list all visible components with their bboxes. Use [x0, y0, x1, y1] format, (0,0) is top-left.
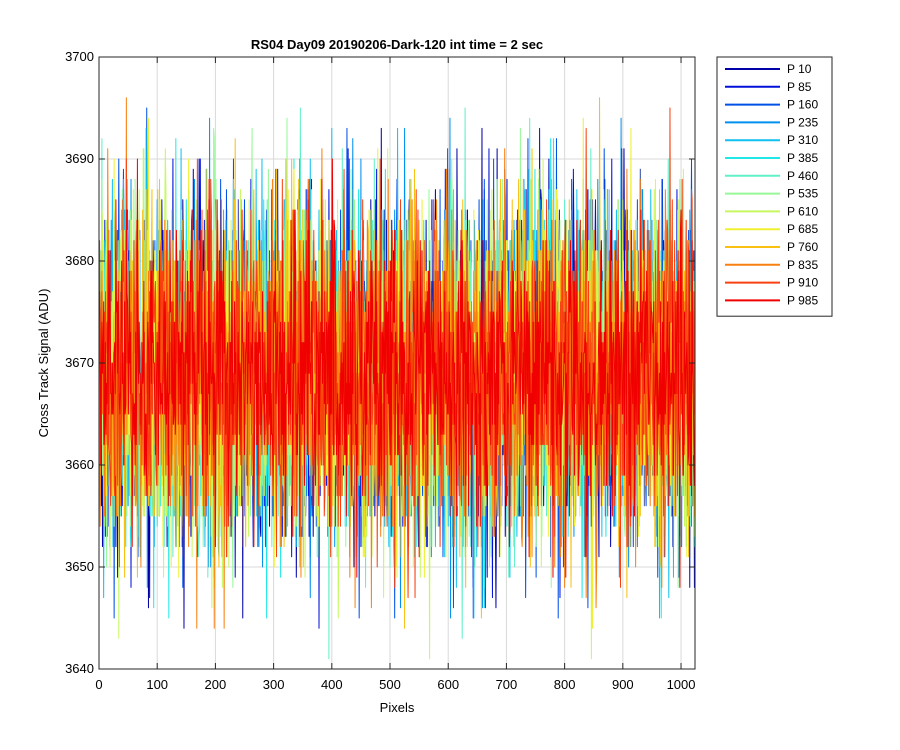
- legend-entry-label: P 535: [787, 187, 818, 201]
- x-tick-label: 900: [612, 677, 634, 692]
- legend-entry-label: P 10: [787, 62, 812, 76]
- y-tick-label: 3700: [65, 49, 94, 64]
- y-tick-label: 3640: [65, 661, 94, 676]
- y-tick-label: 3690: [65, 151, 94, 166]
- legend: P 10 P 85 P 160 P 235 P 310 P 385 P 460 P 535 P …: [716, 56, 833, 317]
- x-tick-label: 300: [263, 677, 285, 692]
- legend-entry-label: P 985: [787, 293, 818, 307]
- axis-ticks: 0 100 200 300 400 500 600 700 800 900 1000 3640 3650…: [65, 49, 695, 692]
- y-tick-label: 3650: [65, 559, 94, 574]
- legend-entry-label: P 760: [787, 240, 818, 254]
- series-layer: [99, 97, 695, 660]
- x-tick-label: 700: [496, 677, 518, 692]
- legend-entry-label: P 385: [787, 151, 818, 165]
- y-axis-label: Cross Track Signal (ADU): [36, 289, 51, 438]
- x-tick-label: 400: [321, 677, 343, 692]
- x-tick-label: 600: [437, 677, 459, 692]
- legend-entry-label: P 835: [787, 258, 818, 272]
- legend-box: [716, 56, 833, 317]
- legend-entry-label: P 160: [787, 98, 818, 112]
- series-line-p985: [99, 158, 695, 588]
- x-tick-label: 1000: [667, 677, 696, 692]
- x-tick-label: 500: [379, 677, 401, 692]
- y-tick-label: 3670: [65, 355, 94, 370]
- chart-title: RS04 Day09 20190206-Dark-120 int time = …: [251, 37, 543, 52]
- y-tick-label: 3660: [65, 457, 94, 472]
- y-tick-label: 3680: [65, 253, 94, 268]
- legend-entry-label: P 910: [787, 276, 818, 290]
- legend-entry-label: P 235: [787, 115, 818, 129]
- legend-entry-label: P 610: [787, 204, 818, 218]
- x-tick-label: 800: [554, 677, 576, 692]
- x-tick-label: 100: [146, 677, 168, 692]
- legend-entry-label: P 685: [787, 222, 818, 236]
- legend-entry-label: P 85: [787, 80, 812, 94]
- legend-entry-label: P 460: [787, 169, 818, 183]
- x-tick-label: 0: [95, 677, 102, 692]
- legend-entry-label: P 310: [787, 133, 818, 147]
- x-axis-label: Pixels: [380, 700, 415, 715]
- x-tick-label: 200: [205, 677, 227, 692]
